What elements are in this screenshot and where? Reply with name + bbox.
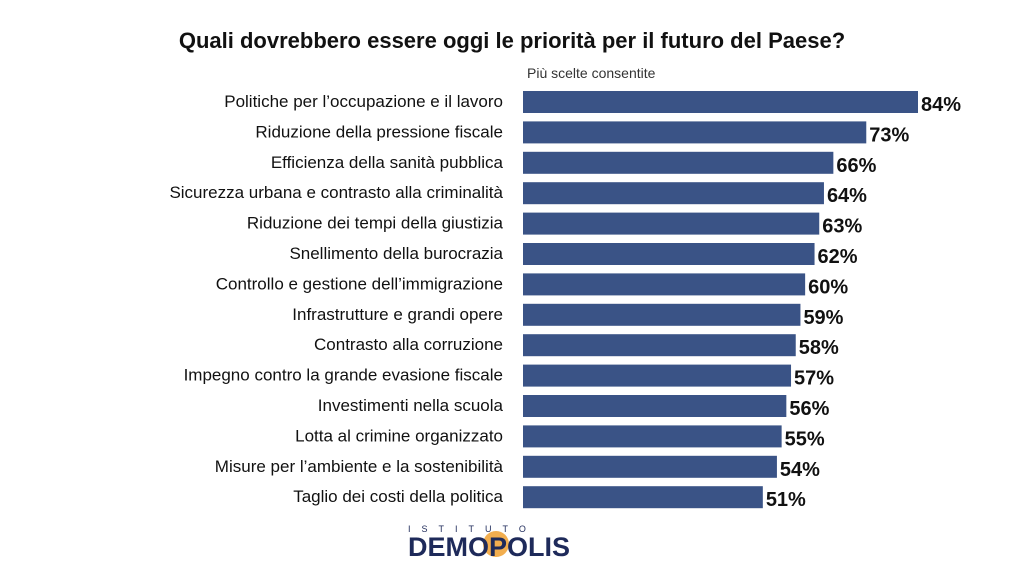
bar xyxy=(523,486,763,509)
value-label: 59% xyxy=(803,307,843,329)
bar xyxy=(523,455,777,478)
bar xyxy=(523,425,782,448)
logo-top-text: ISTITUTO xyxy=(408,524,537,534)
value-label: 63% xyxy=(822,216,862,238)
bar xyxy=(523,121,867,144)
value-label: 56% xyxy=(789,398,829,420)
category-label: Misure per l’ambiente e la sostenibilità xyxy=(215,457,504,476)
value-label: 58% xyxy=(799,337,839,359)
bar xyxy=(523,212,820,235)
category-label: Contrasto alla corruzione xyxy=(314,335,503,354)
category-label: Taglio dei costi della politica xyxy=(293,487,503,506)
bar xyxy=(523,151,834,174)
demopolis-logo: ISTITUTO DEMOPOLIS xyxy=(408,524,570,562)
logo-main-right: POLIS xyxy=(489,532,570,562)
value-label: 84% xyxy=(921,94,961,116)
value-label: 51% xyxy=(766,489,806,511)
bar xyxy=(523,91,918,113)
value-label: 66% xyxy=(836,155,876,177)
value-label: 73% xyxy=(869,124,909,146)
bar xyxy=(523,303,801,326)
bar xyxy=(523,364,792,387)
category-label: Lotta al crimine organizzato xyxy=(295,426,503,445)
logo-main-left: DEM xyxy=(408,532,468,562)
value-label: 62% xyxy=(818,246,858,268)
bars-group: Politiche per l’occupazione e il lavoro 8… xyxy=(169,91,961,511)
category-label: Riduzione della pressione fiscale xyxy=(255,122,503,141)
category-label: Investimenti nella scuola xyxy=(318,396,504,415)
category-label: Politiche per l’occupazione e il lavoro xyxy=(224,92,503,111)
value-label: 64% xyxy=(827,185,867,207)
logo-main-text: DEMOPOLIS xyxy=(408,532,570,562)
value-label: 54% xyxy=(780,459,820,481)
category-label: Impegno contro la grande evasione fiscal… xyxy=(184,366,503,385)
bar xyxy=(523,182,824,205)
value-label: 60% xyxy=(808,276,848,298)
bar xyxy=(523,243,815,265)
category-label: Sicurezza urbana e contrasto alla crimin… xyxy=(169,183,503,202)
category-label: Efficienza della sanità pubblica xyxy=(271,153,504,172)
bar xyxy=(523,273,806,296)
category-label: Riduzione dei tempi della giustizia xyxy=(247,214,504,233)
chart-title: Quali dovrebbero essere oggi le priorità… xyxy=(179,28,845,53)
logo-sun-icon xyxy=(483,531,509,557)
bar xyxy=(523,334,796,357)
value-label: 55% xyxy=(785,428,825,450)
category-label: Controllo e gestione dell’immigrazione xyxy=(216,274,503,293)
chart-subtitle: Più scelte consentite xyxy=(527,65,656,81)
logo-main-mid: O xyxy=(468,532,489,562)
category-label: Infrastrutture e grandi opere xyxy=(292,305,503,324)
value-label: 57% xyxy=(794,368,834,390)
category-label: Snellimento della burocrazia xyxy=(289,244,503,263)
bar xyxy=(523,395,787,417)
